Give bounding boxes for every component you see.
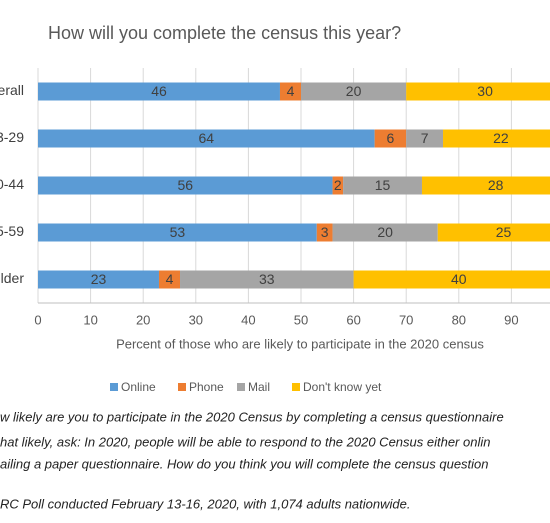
bar-segment [374,129,407,148]
bar-segment [301,82,407,101]
note: hat likely, ask: In 2020, people will be… [0,434,490,449]
data-label: 46 [151,83,167,99]
data-label: 64 [199,130,215,146]
note: RC Poll conducted February 13-16, 2020, … [0,496,410,511]
bar-segment [437,223,550,242]
data-label: 33 [259,271,275,287]
legend-label: Online [121,380,156,394]
chart-title: How will you complete the census this ye… [48,23,401,43]
data-label: 28 [488,177,504,193]
x-tick-label: 10 [83,312,97,327]
x-axis-label: Percent of those who are likely to parti… [116,336,484,351]
y-tick-label: erall [0,82,24,98]
bar-segment [443,129,550,148]
bar-segment [406,129,444,148]
data-label: 3 [321,224,329,240]
data-label: 15 [375,177,391,193]
bar-segment [180,270,354,289]
x-tick-label: 50 [294,312,308,327]
bar-segment [332,223,438,242]
legend-swatch [178,383,186,391]
legend-label: Don't know yet [303,380,382,394]
data-label: 6 [387,130,395,146]
data-label: 53 [170,224,186,240]
legend-label: Phone [189,380,224,394]
data-label: 23 [91,271,107,287]
legend-swatch [110,383,118,391]
bar-segment [332,176,344,195]
y-tick-label: 5-59 [0,223,24,239]
legend-swatch [237,383,245,391]
y-tick-label: 3-29 [0,129,24,145]
data-label: 4 [287,83,295,99]
bar-segment [38,129,375,148]
bar-segment [38,176,333,195]
x-tick-label: 90 [504,312,518,327]
legend-swatch [292,383,300,391]
bar-segment [353,270,550,289]
data-label: 20 [346,83,362,99]
bar-segment [406,82,550,101]
data-label: 4 [166,271,174,287]
data-label: 56 [177,177,193,193]
x-tick-label: 60 [346,312,360,327]
bar-segment [38,82,280,101]
data-label: 30 [477,83,493,99]
bar-segment [38,223,317,242]
x-tick-label: 20 [136,312,150,327]
bar-segment [38,270,159,289]
x-tick-label: 40 [241,312,255,327]
note: ailing a paper questionnaire. How do you… [0,456,489,471]
bar-segment [421,176,550,195]
x-tick-label: 30 [189,312,203,327]
x-tick-label: 0 [34,312,41,327]
y-tick-label: 0-44 [0,176,24,192]
bar-segment [279,82,301,101]
data-label: 7 [421,130,429,146]
data-label: 2 [334,177,342,193]
data-label: 25 [496,224,512,240]
legend-label: Mail [248,380,270,394]
data-label: 22 [493,130,509,146]
x-tick-label: 70 [399,312,413,327]
note: w likely are you to participate in the 2… [0,409,504,424]
data-label: 20 [377,224,393,240]
y-tick-label: lder [1,270,25,286]
data-label: 40 [451,271,467,287]
x-tick-label: 80 [452,312,466,327]
bar-segment [316,223,333,242]
bar-segment [343,176,422,195]
bar-segment [158,270,181,289]
